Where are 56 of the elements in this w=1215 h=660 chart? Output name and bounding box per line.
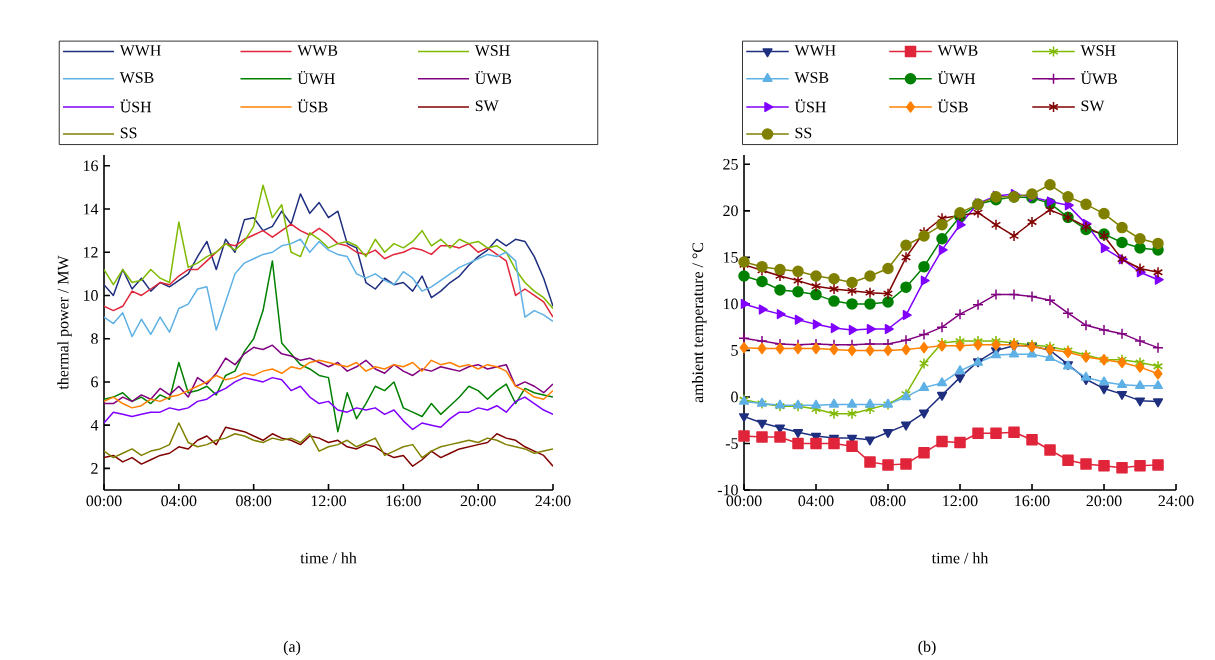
legend-label: WSH bbox=[1080, 45, 1116, 56]
y-tick-label: 8 bbox=[91, 333, 98, 345]
y-tick-label: 20 bbox=[723, 205, 738, 217]
x-tick-label: 04:00 bbox=[161, 495, 197, 507]
x-tick-label: 20:00 bbox=[460, 495, 496, 507]
x-tick-label: 12:00 bbox=[311, 495, 347, 507]
y-tick-label: 25 bbox=[723, 158, 738, 170]
legend-label: ÜWH bbox=[937, 71, 976, 85]
x-tick-label: 00:00 bbox=[726, 495, 762, 507]
legend-label: WSH bbox=[474, 45, 510, 56]
y-tick-label: 15 bbox=[723, 252, 738, 263]
y-tick-label: 10 bbox=[723, 298, 738, 310]
legend-label: WWB bbox=[937, 45, 978, 56]
x-tick-label: 16:00 bbox=[1015, 495, 1050, 507]
x-tick-label: 04:00 bbox=[798, 495, 834, 507]
y-axis-title: thermal power / MW bbox=[57, 255, 72, 390]
x-tick-label: 24:00 bbox=[1158, 495, 1194, 507]
legend-label: ÜSB bbox=[297, 99, 328, 113]
x-axis-title: time / hh bbox=[300, 552, 357, 564]
x-tick-label: 08:00 bbox=[870, 495, 906, 507]
x-tick-label: 08:00 bbox=[236, 495, 272, 507]
y-tick-label: 0 bbox=[731, 391, 738, 403]
legend-label: WSB bbox=[119, 72, 154, 84]
text: (a) bbox=[283, 640, 301, 656]
text: (b) bbox=[918, 640, 936, 656]
x-tick-label: 16:00 bbox=[386, 495, 421, 507]
y-tick-label: -10 bbox=[717, 484, 738, 496]
legend-label: ÜSH bbox=[794, 99, 826, 113]
legend-label: ÜSH bbox=[120, 99, 152, 113]
legend-label: SS bbox=[120, 127, 137, 139]
y-tick-label: 12 bbox=[83, 246, 98, 258]
x-tick-label: 00:00 bbox=[86, 495, 122, 507]
y-tick-label: -5 bbox=[725, 438, 738, 449]
x-tick-label: 20:00 bbox=[1086, 495, 1122, 507]
legend-label: ÜWB bbox=[1080, 71, 1117, 85]
y-tick-label: 2 bbox=[91, 463, 98, 474]
y-tick-label: 14 bbox=[83, 203, 99, 215]
y-tick-label: 6 bbox=[91, 376, 99, 388]
y-tick-label: 5 bbox=[731, 345, 738, 356]
legend-label: WSB bbox=[794, 72, 829, 84]
x-tick-label: 24:00 bbox=[535, 495, 571, 507]
legend-label: SW bbox=[1081, 100, 1105, 112]
legend-label: WWB bbox=[297, 45, 338, 56]
legend-label: SS bbox=[795, 127, 812, 139]
legend-label: ÜWH bbox=[297, 71, 335, 85]
y-axis-title: ambient temperature / °C bbox=[691, 242, 707, 403]
legend-label: WWH bbox=[119, 45, 161, 56]
y-tick-label: 10 bbox=[83, 290, 98, 301]
x-axis-title: time / hh bbox=[931, 552, 989, 564]
legend-label: WWH bbox=[794, 45, 836, 56]
x-tick-label: 12:00 bbox=[943, 495, 978, 507]
legend-label: ÜWB bbox=[475, 71, 512, 85]
y-tick-label: 4 bbox=[90, 419, 99, 431]
legend-label: ÜSB bbox=[937, 99, 968, 113]
y-tick-label: 16 bbox=[83, 160, 99, 172]
legend-label: SW bbox=[475, 100, 499, 112]
